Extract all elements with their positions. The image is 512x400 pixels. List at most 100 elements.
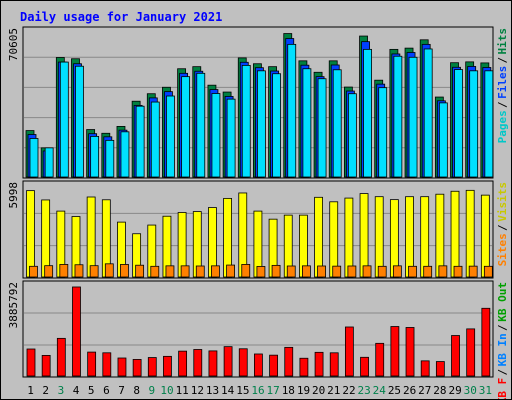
bar-sites-day-13	[211, 265, 220, 278]
ymax-label-usage: 70605	[7, 28, 20, 61]
bar-kbf-day-11	[178, 350, 188, 377]
bar-sites-day-16	[256, 266, 266, 278]
chart-title: Daily usage for January 2021	[20, 10, 222, 24]
bar-sites-day-21	[332, 265, 342, 278]
bar-sites-day-27	[423, 265, 433, 278]
bar-pages-day-21	[332, 69, 342, 178]
x-tick-label-day-5: 5	[88, 384, 95, 397]
bar-sites-day-1	[29, 265, 38, 278]
legend-kb-out: KB Out	[496, 282, 509, 322]
bar-kbf-day-5	[87, 351, 97, 377]
bar-visits-day-24	[374, 196, 384, 278]
bar-kbf-day-28	[435, 361, 445, 377]
bar-kbf-day-30	[466, 328, 476, 377]
bar-pages-day-30	[469, 70, 479, 178]
x-tick-label-day-19: 19	[297, 384, 310, 397]
x-tick-label-day-9: 9	[149, 384, 156, 397]
bar-visits-day-20	[314, 196, 323, 278]
legend-hits: Hits	[496, 28, 509, 55]
bar-visits-day-25	[389, 199, 399, 278]
legend-separator: /	[496, 101, 509, 108]
x-tick-label-day-16: 16	[251, 384, 264, 397]
x-tick-label-day-7: 7	[118, 384, 125, 397]
bar-pages-day-19	[302, 68, 312, 178]
bar-kbf-day-19	[299, 357, 309, 377]
x-tick-label-day-12: 12	[191, 384, 204, 397]
bar-visits-day-26	[405, 196, 414, 278]
bar-sites-day-10	[165, 265, 175, 278]
bar-kbf-day-14	[223, 346, 233, 377]
bar-visits-day-29	[450, 190, 460, 278]
bar-sites-day-3	[59, 264, 69, 278]
bar-sites-day-29	[453, 265, 463, 278]
bar-sites-day-9	[150, 265, 160, 278]
x-tick-label-day-31: 31	[479, 384, 492, 397]
bar-kbf-day-8	[132, 359, 142, 377]
legend-separator: /	[496, 369, 509, 376]
x-tick-label-day-3: 3	[58, 384, 65, 397]
bar-pages-day-26	[408, 56, 418, 178]
bar-kbf-day-12	[193, 349, 203, 377]
bar-sites-day-15	[241, 264, 251, 278]
legend-visits: Visits	[496, 182, 509, 222]
bar-kbf-day-27	[420, 360, 430, 377]
x-tick-label-day-20: 20	[312, 384, 325, 397]
bar-pages-day-16	[257, 70, 266, 178]
x-tick-label-day-8: 8	[133, 384, 140, 397]
bar-pages-day-18	[287, 43, 297, 178]
legend-files: Files	[496, 66, 509, 99]
bar-pages-day-2	[44, 147, 54, 178]
bar-pages-day-4	[75, 65, 84, 178]
bar-visits-day-22	[344, 197, 354, 278]
bar-pages-day-28	[438, 102, 448, 178]
bar-sites-day-23	[362, 265, 372, 278]
legend-separator: /	[496, 57, 509, 64]
bar-kbf-day-18	[284, 346, 294, 377]
bar-pages-day-9	[150, 101, 160, 178]
bar-sites-day-19	[302, 265, 311, 278]
bar-visits-day-21	[329, 201, 339, 278]
bar-sites-day-31	[483, 265, 493, 278]
x-tick-label-day-21: 21	[327, 384, 340, 397]
bar-kbf-day-29	[451, 335, 460, 377]
bar-pages-day-25	[393, 55, 403, 178]
bar-visits-day-30	[465, 189, 475, 278]
legend-sites: Sites	[496, 233, 509, 266]
bar-sites-day-26	[408, 265, 417, 278]
x-tick-label-day-15: 15	[236, 384, 249, 397]
bar-kbf-day-1	[26, 348, 36, 377]
bar-kbf-day-24	[375, 342, 385, 377]
bar-kbf-day-16	[254, 353, 263, 377]
legend-separator: /	[496, 324, 509, 331]
bar-pages-day-6	[105, 139, 115, 178]
x-tick-label-day-24: 24	[373, 384, 387, 397]
bar-kbf-day-13	[208, 350, 218, 377]
x-tick-label-day-28: 28	[433, 384, 446, 397]
bar-pages-day-29	[454, 69, 463, 178]
bar-kbf-day-21	[329, 352, 339, 377]
bar-kbf-day-25	[390, 326, 400, 377]
bar-pages-day-11	[181, 76, 191, 178]
bar-sites-day-14	[226, 264, 235, 278]
bar-sites-day-5	[89, 265, 99, 278]
bar-pages-day-31	[484, 70, 494, 178]
bar-pages-day-13	[211, 93, 221, 178]
x-tick-label-day-2: 2	[42, 384, 49, 397]
bar-kbf-day-4	[72, 286, 81, 377]
legend-kb-f: KB F	[496, 378, 509, 399]
ymax-label-kbytes: 3885792	[7, 282, 20, 328]
bar-kbf-day-17	[269, 354, 278, 377]
bar-sites-day-17	[271, 264, 281, 278]
x-tick-label-day-27: 27	[418, 384, 431, 397]
x-tick-label-day-11: 11	[176, 384, 189, 397]
ymax-label-visits: 5998	[7, 182, 20, 209]
bar-pages-day-3	[59, 61, 69, 178]
bar-kbf-day-2	[41, 355, 51, 377]
x-tick-label-day-18: 18	[282, 384, 295, 397]
bar-kbf-day-23	[360, 356, 369, 377]
bar-sites-day-12	[195, 265, 205, 278]
x-tick-label-day-14: 14	[221, 384, 235, 397]
bar-visits-day-5	[86, 196, 96, 278]
x-tick-label-day-26: 26	[403, 384, 416, 397]
